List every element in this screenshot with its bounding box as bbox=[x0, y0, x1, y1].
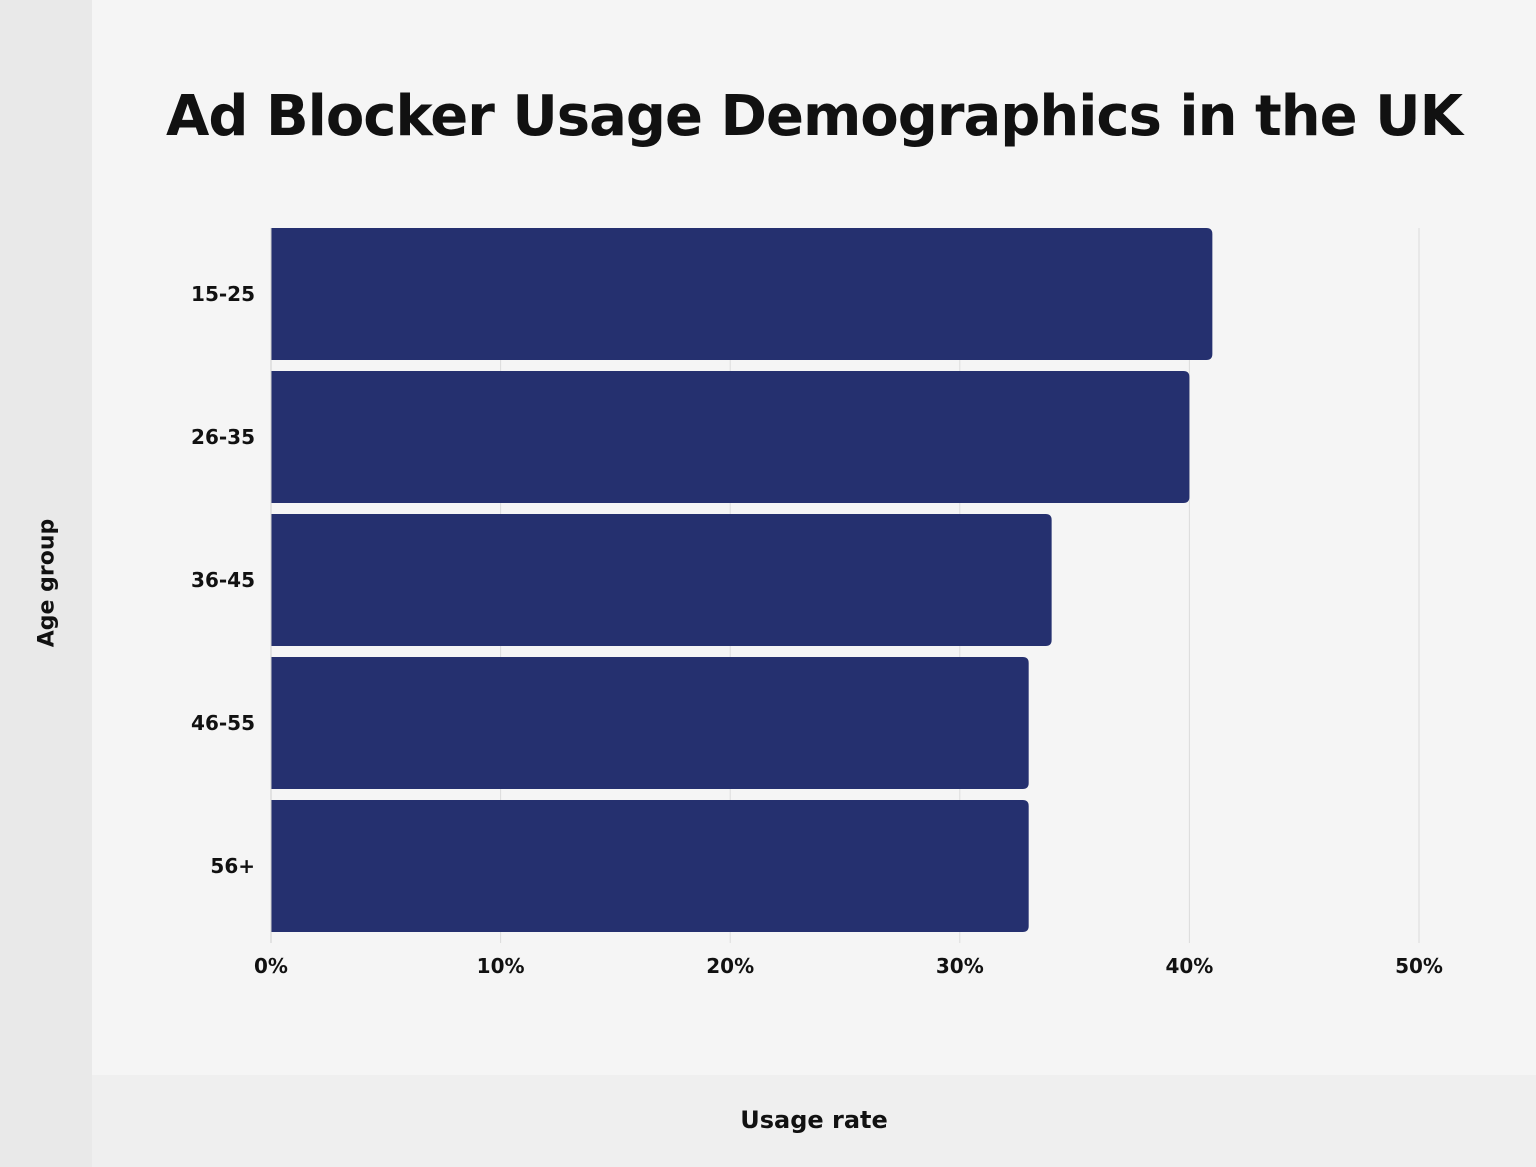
x-tick-label: 30% bbox=[936, 954, 984, 978]
bar-26-35 bbox=[271, 371, 1190, 503]
chart-title: Ad Blocker Usage Demographics in the UK bbox=[166, 84, 1463, 149]
bar-56+ bbox=[271, 800, 1029, 932]
y-tick-label: 46-55 bbox=[191, 711, 255, 735]
x-tick-label: 20% bbox=[706, 954, 754, 978]
bottom-panel bbox=[92, 1075, 1536, 1167]
left-panel bbox=[0, 0, 92, 1167]
x-tick-label: 50% bbox=[1395, 954, 1443, 978]
bar-15-25 bbox=[271, 228, 1213, 360]
y-tick-label: 15-25 bbox=[191, 282, 255, 306]
y-tick-label: 56+ bbox=[210, 854, 255, 878]
x-tick-label: 40% bbox=[1165, 954, 1213, 978]
x-tick-label: 10% bbox=[477, 954, 525, 978]
bar-46-55 bbox=[271, 657, 1029, 789]
y-tick-label: 36-45 bbox=[191, 568, 255, 592]
y-tick-label: 26-35 bbox=[191, 425, 255, 449]
x-tick-label: 0% bbox=[254, 954, 288, 978]
x-axis-label: Usage rate bbox=[740, 1106, 888, 1134]
bar-36-45 bbox=[271, 514, 1052, 646]
